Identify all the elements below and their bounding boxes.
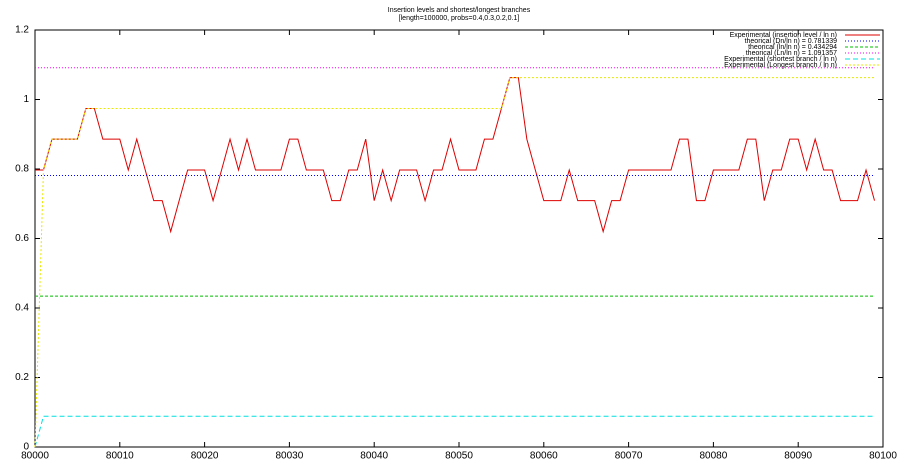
legend-label: theorical (Ln/ln n) = 1.091357 (746, 50, 837, 57)
y-tick-label: 0.4 (15, 303, 29, 314)
x-tick-label: 80090 (784, 451, 812, 460)
y-tick-label: 0 (23, 442, 29, 453)
plot-border (34, 29, 884, 448)
x-tick-label: 80060 (530, 451, 558, 460)
chart-title: Insertion levels and shortest/longest br… (388, 7, 531, 14)
x-tick-label: 80020 (191, 451, 219, 460)
y-tick-label: 0.2 (15, 372, 29, 383)
legend-label: Experimental (Longest branch / ln n) (724, 62, 837, 69)
x-tick-label: 80100 (869, 451, 897, 460)
x-tick-label: 80030 (275, 451, 303, 460)
x-tick-label: 80000 (21, 451, 49, 460)
chart-subtitle: [length=100000, probs=0.4,0.3,0.2,0.1] (399, 15, 520, 22)
y-tick-label: 0.6 (15, 233, 29, 244)
y-tick-label: 0.8 (15, 164, 29, 175)
series-line (34, 77, 875, 448)
x-tick-label: 80050 (445, 451, 473, 460)
legend-label: Experimental (insertion level / ln n) (730, 32, 837, 39)
x-tick-label: 80080 (699, 451, 727, 460)
y-tick-label: 1 (23, 94, 29, 105)
x-tick-label: 80040 (360, 451, 388, 460)
series-line (35, 77, 876, 234)
legend-label: Experimental (shortest branch / ln n) (724, 56, 837, 63)
x-tick-label: 80070 (615, 451, 643, 460)
series-line (34, 415, 875, 448)
legend-label: theorical (Dn/ln n) = 0.781339 (745, 38, 838, 45)
x-tick-label: 80010 (106, 451, 134, 460)
y-tick-label: 1.2 (15, 25, 29, 36)
legend-label: theorical (ln/ln n) = 0.434294 (748, 44, 837, 51)
